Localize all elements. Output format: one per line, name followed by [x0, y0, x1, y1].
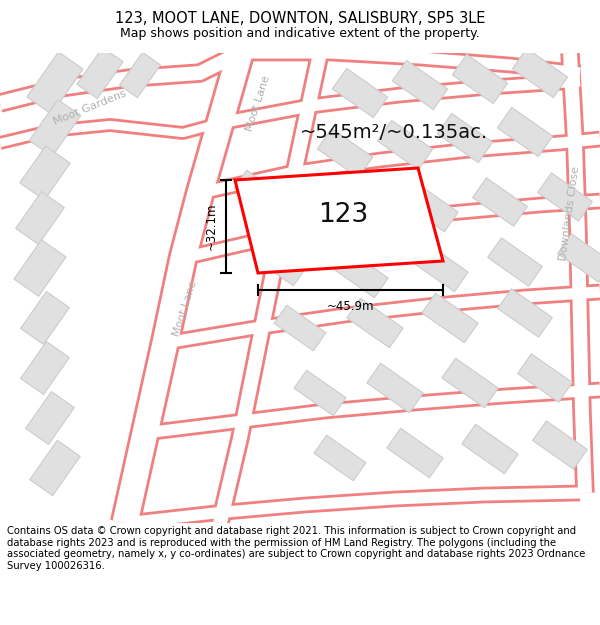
Bar: [77, 48, 123, 99]
Bar: [294, 370, 346, 416]
Bar: [412, 242, 468, 292]
Bar: [14, 240, 66, 296]
Bar: [402, 182, 458, 232]
Bar: [29, 99, 81, 156]
Bar: [314, 435, 366, 481]
Text: Moot Lane: Moot Lane: [171, 279, 199, 337]
Polygon shape: [235, 168, 443, 273]
Text: ~32.1m: ~32.1m: [205, 202, 218, 250]
Bar: [16, 191, 64, 244]
Bar: [312, 188, 368, 238]
Bar: [497, 107, 553, 157]
Bar: [27, 52, 83, 114]
Bar: [26, 391, 74, 444]
Bar: [20, 291, 70, 344]
Text: ~45.9m: ~45.9m: [327, 300, 374, 313]
Bar: [30, 440, 80, 496]
Bar: [452, 54, 508, 104]
Bar: [377, 121, 433, 169]
Text: 123: 123: [319, 202, 368, 229]
Bar: [332, 248, 388, 298]
Text: Map shows position and indicative extent of the property.: Map shows position and indicative extent…: [120, 27, 480, 40]
Bar: [512, 48, 568, 98]
Bar: [533, 421, 587, 469]
Bar: [234, 170, 286, 216]
Bar: [518, 354, 572, 402]
Bar: [473, 178, 527, 226]
Bar: [254, 240, 306, 286]
Bar: [437, 113, 493, 162]
Bar: [442, 358, 498, 408]
Bar: [387, 428, 443, 478]
Text: Downlands Close: Downlands Close: [559, 165, 581, 261]
Bar: [20, 146, 70, 200]
Bar: [119, 52, 160, 98]
Bar: [367, 363, 423, 413]
Bar: [317, 128, 373, 178]
Text: Moot Gardens: Moot Gardens: [52, 89, 128, 127]
Bar: [557, 234, 600, 282]
Bar: [538, 173, 592, 221]
Bar: [392, 61, 448, 109]
Text: Contains OS data © Crown copyright and database right 2021. This information is : Contains OS data © Crown copyright and d…: [7, 526, 586, 571]
Text: 123, MOOT LANE, DOWNTON, SALISBURY, SP5 3LE: 123, MOOT LANE, DOWNTON, SALISBURY, SP5 …: [115, 11, 485, 26]
Text: ~545m²/~0.135ac.: ~545m²/~0.135ac.: [300, 124, 488, 142]
Bar: [274, 305, 326, 351]
Bar: [332, 68, 388, 118]
Bar: [347, 298, 403, 348]
Bar: [462, 424, 518, 474]
Bar: [488, 238, 542, 286]
Text: Moot Lane: Moot Lane: [244, 74, 272, 132]
Bar: [422, 293, 478, 343]
Bar: [20, 341, 70, 394]
Bar: [497, 289, 553, 337]
